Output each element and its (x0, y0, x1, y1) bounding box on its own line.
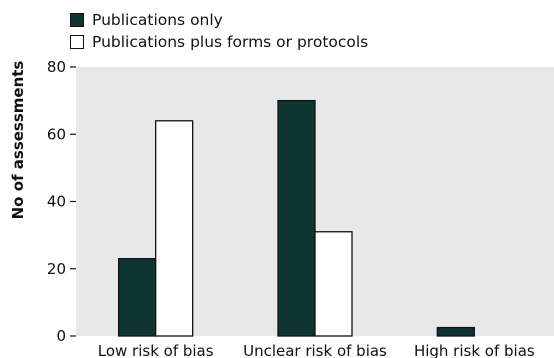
y-tick-label: 60 (47, 125, 66, 143)
y-tick-label: 20 (47, 260, 66, 278)
y-tick-label: 40 (47, 193, 66, 211)
legend-label: Publications plus forms or protocols (92, 33, 369, 51)
bar (155, 120, 194, 337)
y-axis-label: No of assessments (9, 60, 27, 220)
bar (314, 231, 353, 337)
y-tick-label: 0 (56, 327, 66, 345)
y-tick-label: 80 (47, 58, 66, 76)
legend: Publications only Publications plus form… (70, 9, 368, 53)
x-tick-label: Unclear risk of bias (243, 342, 387, 358)
x-tick-label: High risk of bias (414, 342, 535, 358)
legend-swatch-dark (70, 13, 84, 27)
legend-item-publications-only: Publications only (70, 9, 368, 31)
legend-label: Publications only (92, 11, 223, 29)
x-tick-label: Low risk of bias (98, 342, 214, 358)
bar (118, 258, 157, 337)
bar (436, 326, 475, 337)
bar (277, 99, 316, 337)
legend-swatch-white (70, 35, 84, 49)
legend-item-publications-plus-forms: Publications plus forms or protocols (70, 31, 368, 53)
